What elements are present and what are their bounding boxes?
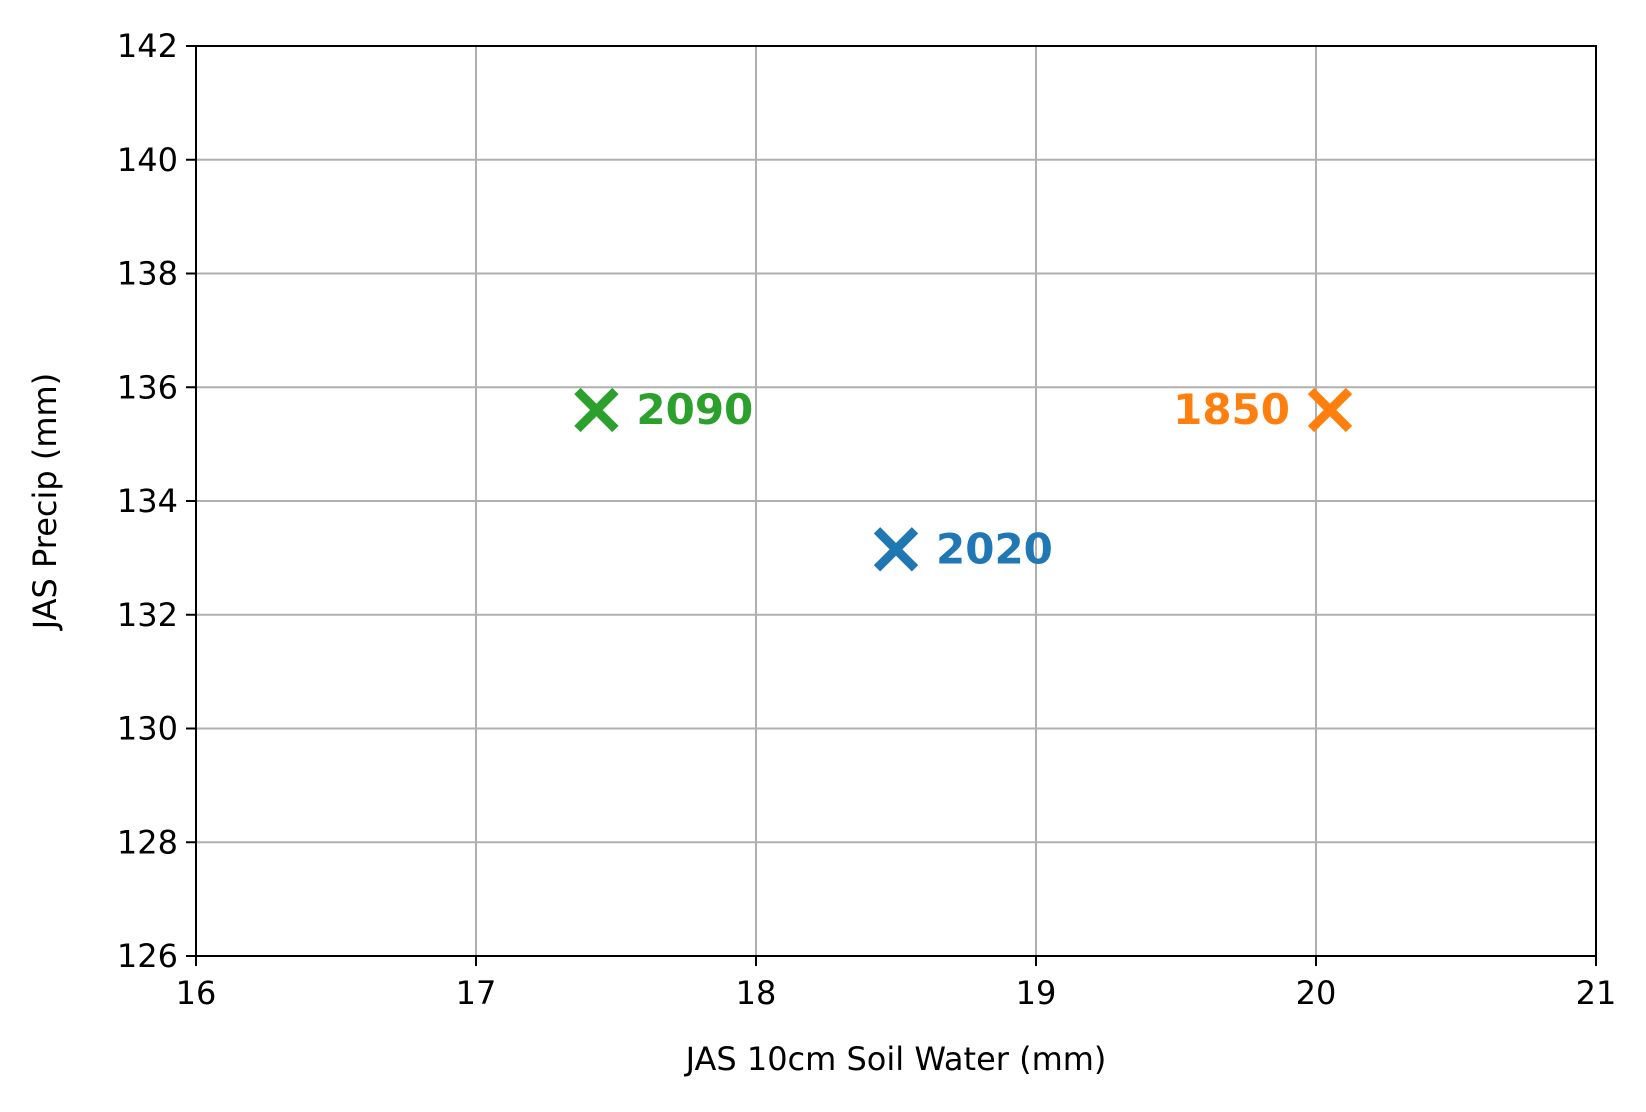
point-2090: 2090 — [574, 385, 753, 434]
y-axis-label: JAS Precip (mm) — [26, 373, 64, 631]
point-label: 2020 — [936, 524, 1053, 573]
point-marker-stroke — [1307, 387, 1353, 433]
x-tick-label: 16 — [176, 974, 217, 1012]
y-tick-label: 142 — [117, 27, 178, 65]
y-axis-ticks: 126 128 130 132 134 136 138 140 142 — [117, 27, 196, 975]
point-label: 1850 — [1173, 385, 1290, 434]
x-tick-label: 18 — [736, 974, 777, 1012]
x-tick-label: 17 — [456, 974, 497, 1012]
point-marker-stroke — [873, 527, 919, 572]
point-marker-stroke — [574, 387, 619, 433]
y-tick-label: 136 — [117, 368, 178, 406]
point-label: 2090 — [636, 385, 753, 434]
y-tick-label: 128 — [117, 823, 178, 861]
y-tick-label: 126 — [117, 937, 178, 975]
y-tick-label: 140 — [117, 141, 178, 179]
x-tick-label: 19 — [1016, 974, 1057, 1012]
x-axis-label: JAS 10cm Soil Water (mm) — [684, 1040, 1107, 1078]
y-tick-label: 130 — [117, 710, 178, 748]
y-tick-label: 138 — [117, 255, 178, 293]
x-axis-ticks: 16 17 18 19 20 21 — [176, 956, 1617, 1012]
data-points: 1850 2020 2090 — [574, 385, 1353, 573]
point-2020: 2020 — [873, 524, 1053, 573]
y-tick-label: 132 — [117, 596, 178, 634]
y-tick-label: 134 — [117, 482, 178, 520]
x-tick-label: 21 — [1576, 974, 1617, 1012]
x-tick-label: 20 — [1296, 974, 1337, 1012]
grid — [195, 45, 1597, 957]
point-1850: 1850 — [1173, 385, 1353, 434]
